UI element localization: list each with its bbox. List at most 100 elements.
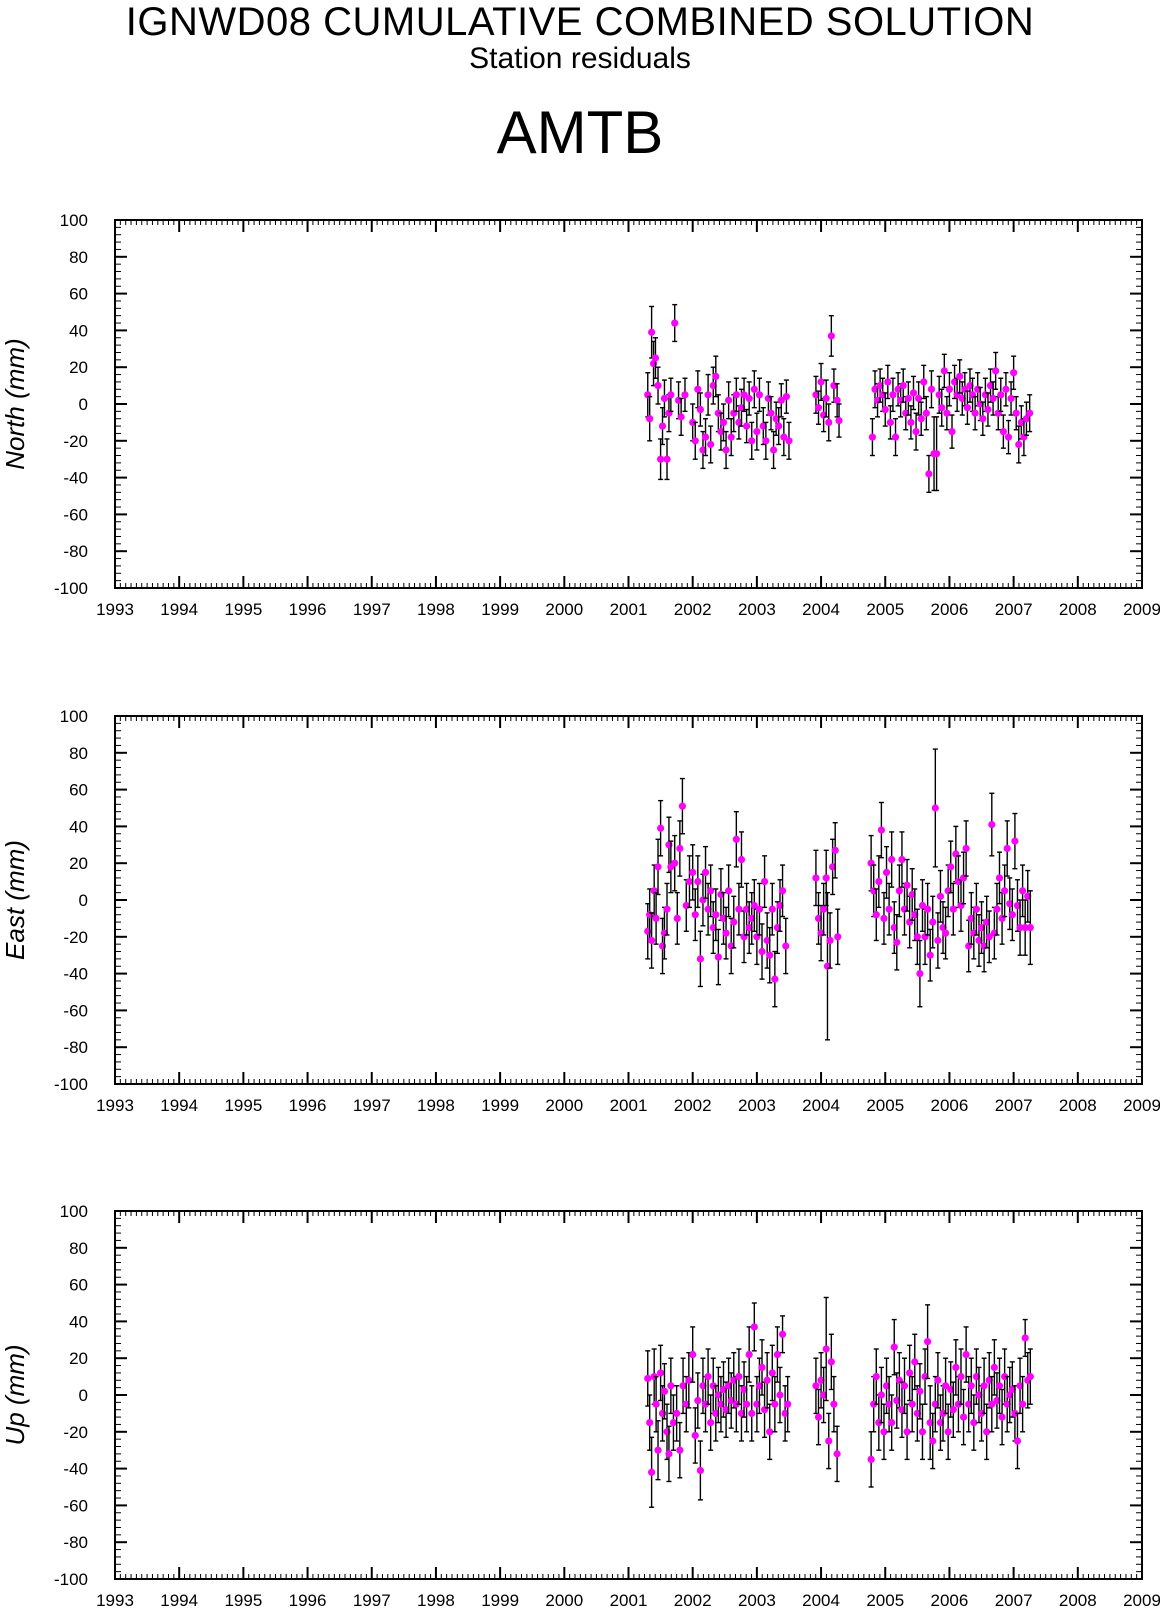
data-point [882, 1382, 891, 1390]
data-point [651, 354, 660, 362]
x-tick-label: 1993 [96, 1591, 134, 1610]
data-point [727, 433, 735, 441]
data-point [773, 1350, 782, 1359]
data-point [983, 1428, 991, 1436]
x-tick-label: 1995 [224, 1591, 262, 1610]
data-point [646, 415, 654, 423]
y-tick-label: 40 [69, 321, 88, 340]
x-tick-label: 1996 [289, 1096, 327, 1115]
data-point [931, 1400, 939, 1408]
data-point [986, 382, 995, 390]
data-point [888, 855, 896, 864]
data-point [777, 396, 785, 404]
data-point [712, 1409, 720, 1417]
data-point [927, 385, 936, 393]
data-point [889, 391, 897, 399]
data-point [929, 918, 937, 926]
data-point [656, 824, 665, 832]
x-tick-label: 2004 [802, 1591, 840, 1610]
data-point [737, 855, 746, 864]
data-point [933, 450, 941, 458]
data-point [885, 905, 893, 913]
y-tick-label: -60 [63, 1001, 88, 1020]
data-point [812, 1382, 820, 1390]
data-point [977, 924, 986, 932]
data-point [992, 367, 1000, 375]
data-point [950, 378, 959, 386]
data-point [890, 1343, 898, 1351]
data-point [669, 1419, 678, 1427]
data-point [1019, 1400, 1027, 1408]
data-point [812, 874, 820, 882]
data-point [967, 1382, 975, 1390]
data-point [737, 404, 746, 412]
data-point [656, 1369, 665, 1377]
y-tick-label: -100 [54, 1075, 88, 1094]
y-tick-label: -40 [63, 965, 88, 984]
data-point [1013, 901, 1022, 910]
data-point [965, 1400, 973, 1408]
data-point [936, 1419, 945, 1427]
y-axis-label: Up (mm) [0, 1344, 30, 1445]
data-point [755, 391, 764, 399]
x-tick-label: 1997 [353, 1591, 391, 1610]
data-point [941, 1382, 950, 1390]
data-point [743, 1400, 751, 1408]
y-tick-label: 60 [69, 781, 88, 800]
data-point [972, 905, 980, 913]
data-point [701, 1400, 710, 1408]
x-tick-label: 2007 [995, 600, 1033, 619]
data-point [1010, 369, 1018, 377]
data-point [701, 433, 710, 441]
data-point [1006, 900, 1014, 908]
data-point [880, 914, 888, 923]
data-point [954, 1400, 963, 1408]
data-point [679, 1382, 687, 1390]
data-point [949, 905, 957, 913]
data-point [763, 936, 771, 945]
data-point [999, 428, 1007, 436]
data-point [867, 1455, 875, 1463]
data-point [732, 835, 740, 843]
data-point [895, 887, 903, 895]
data-point [827, 1358, 835, 1366]
data-point [691, 911, 699, 919]
data-point [654, 863, 662, 871]
data-point [689, 418, 697, 426]
data-point [769, 446, 778, 454]
data-point [735, 1373, 743, 1381]
y-tick-label: 100 [60, 707, 88, 726]
x-tick-label: 2008 [1059, 600, 1097, 619]
x-tick-label: 2006 [931, 1591, 969, 1610]
data-point [906, 1369, 914, 1377]
x-tick-label: 2002 [674, 1096, 712, 1115]
data-point [782, 393, 791, 401]
chart-panel-up: 1993 1994 1995 1996 1997 1998 1999 2000 2001 2002… [0, 1202, 1160, 1610]
x-tick-label: 2006 [931, 600, 969, 619]
y-tick-label: 80 [69, 1239, 88, 1258]
x-tick-label: 2000 [545, 1096, 583, 1115]
data-point [1026, 409, 1034, 417]
data-point [886, 418, 894, 426]
x-tick-label: 1995 [224, 1096, 262, 1115]
data-point [922, 409, 930, 417]
data-point [784, 1400, 792, 1408]
data-point [972, 1373, 980, 1381]
data-point [696, 405, 704, 414]
data-point [985, 933, 993, 941]
x-tick-label: 2008 [1059, 1096, 1097, 1115]
data-point [709, 924, 717, 932]
data-point [768, 905, 776, 913]
data-point [911, 1358, 919, 1366]
y-tick-label: 20 [69, 854, 88, 873]
data-point [1016, 1382, 1024, 1390]
data-point [814, 404, 823, 412]
data-point [1019, 887, 1027, 895]
data-point [760, 878, 769, 886]
data-point [947, 863, 955, 871]
x-tick-label: 1996 [289, 1591, 327, 1610]
data-point [1007, 394, 1015, 403]
data-point [903, 881, 911, 889]
data-point [882, 868, 891, 877]
data-point [1015, 440, 1023, 449]
